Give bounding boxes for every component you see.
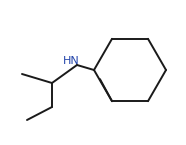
Text: HN: HN xyxy=(63,56,79,66)
